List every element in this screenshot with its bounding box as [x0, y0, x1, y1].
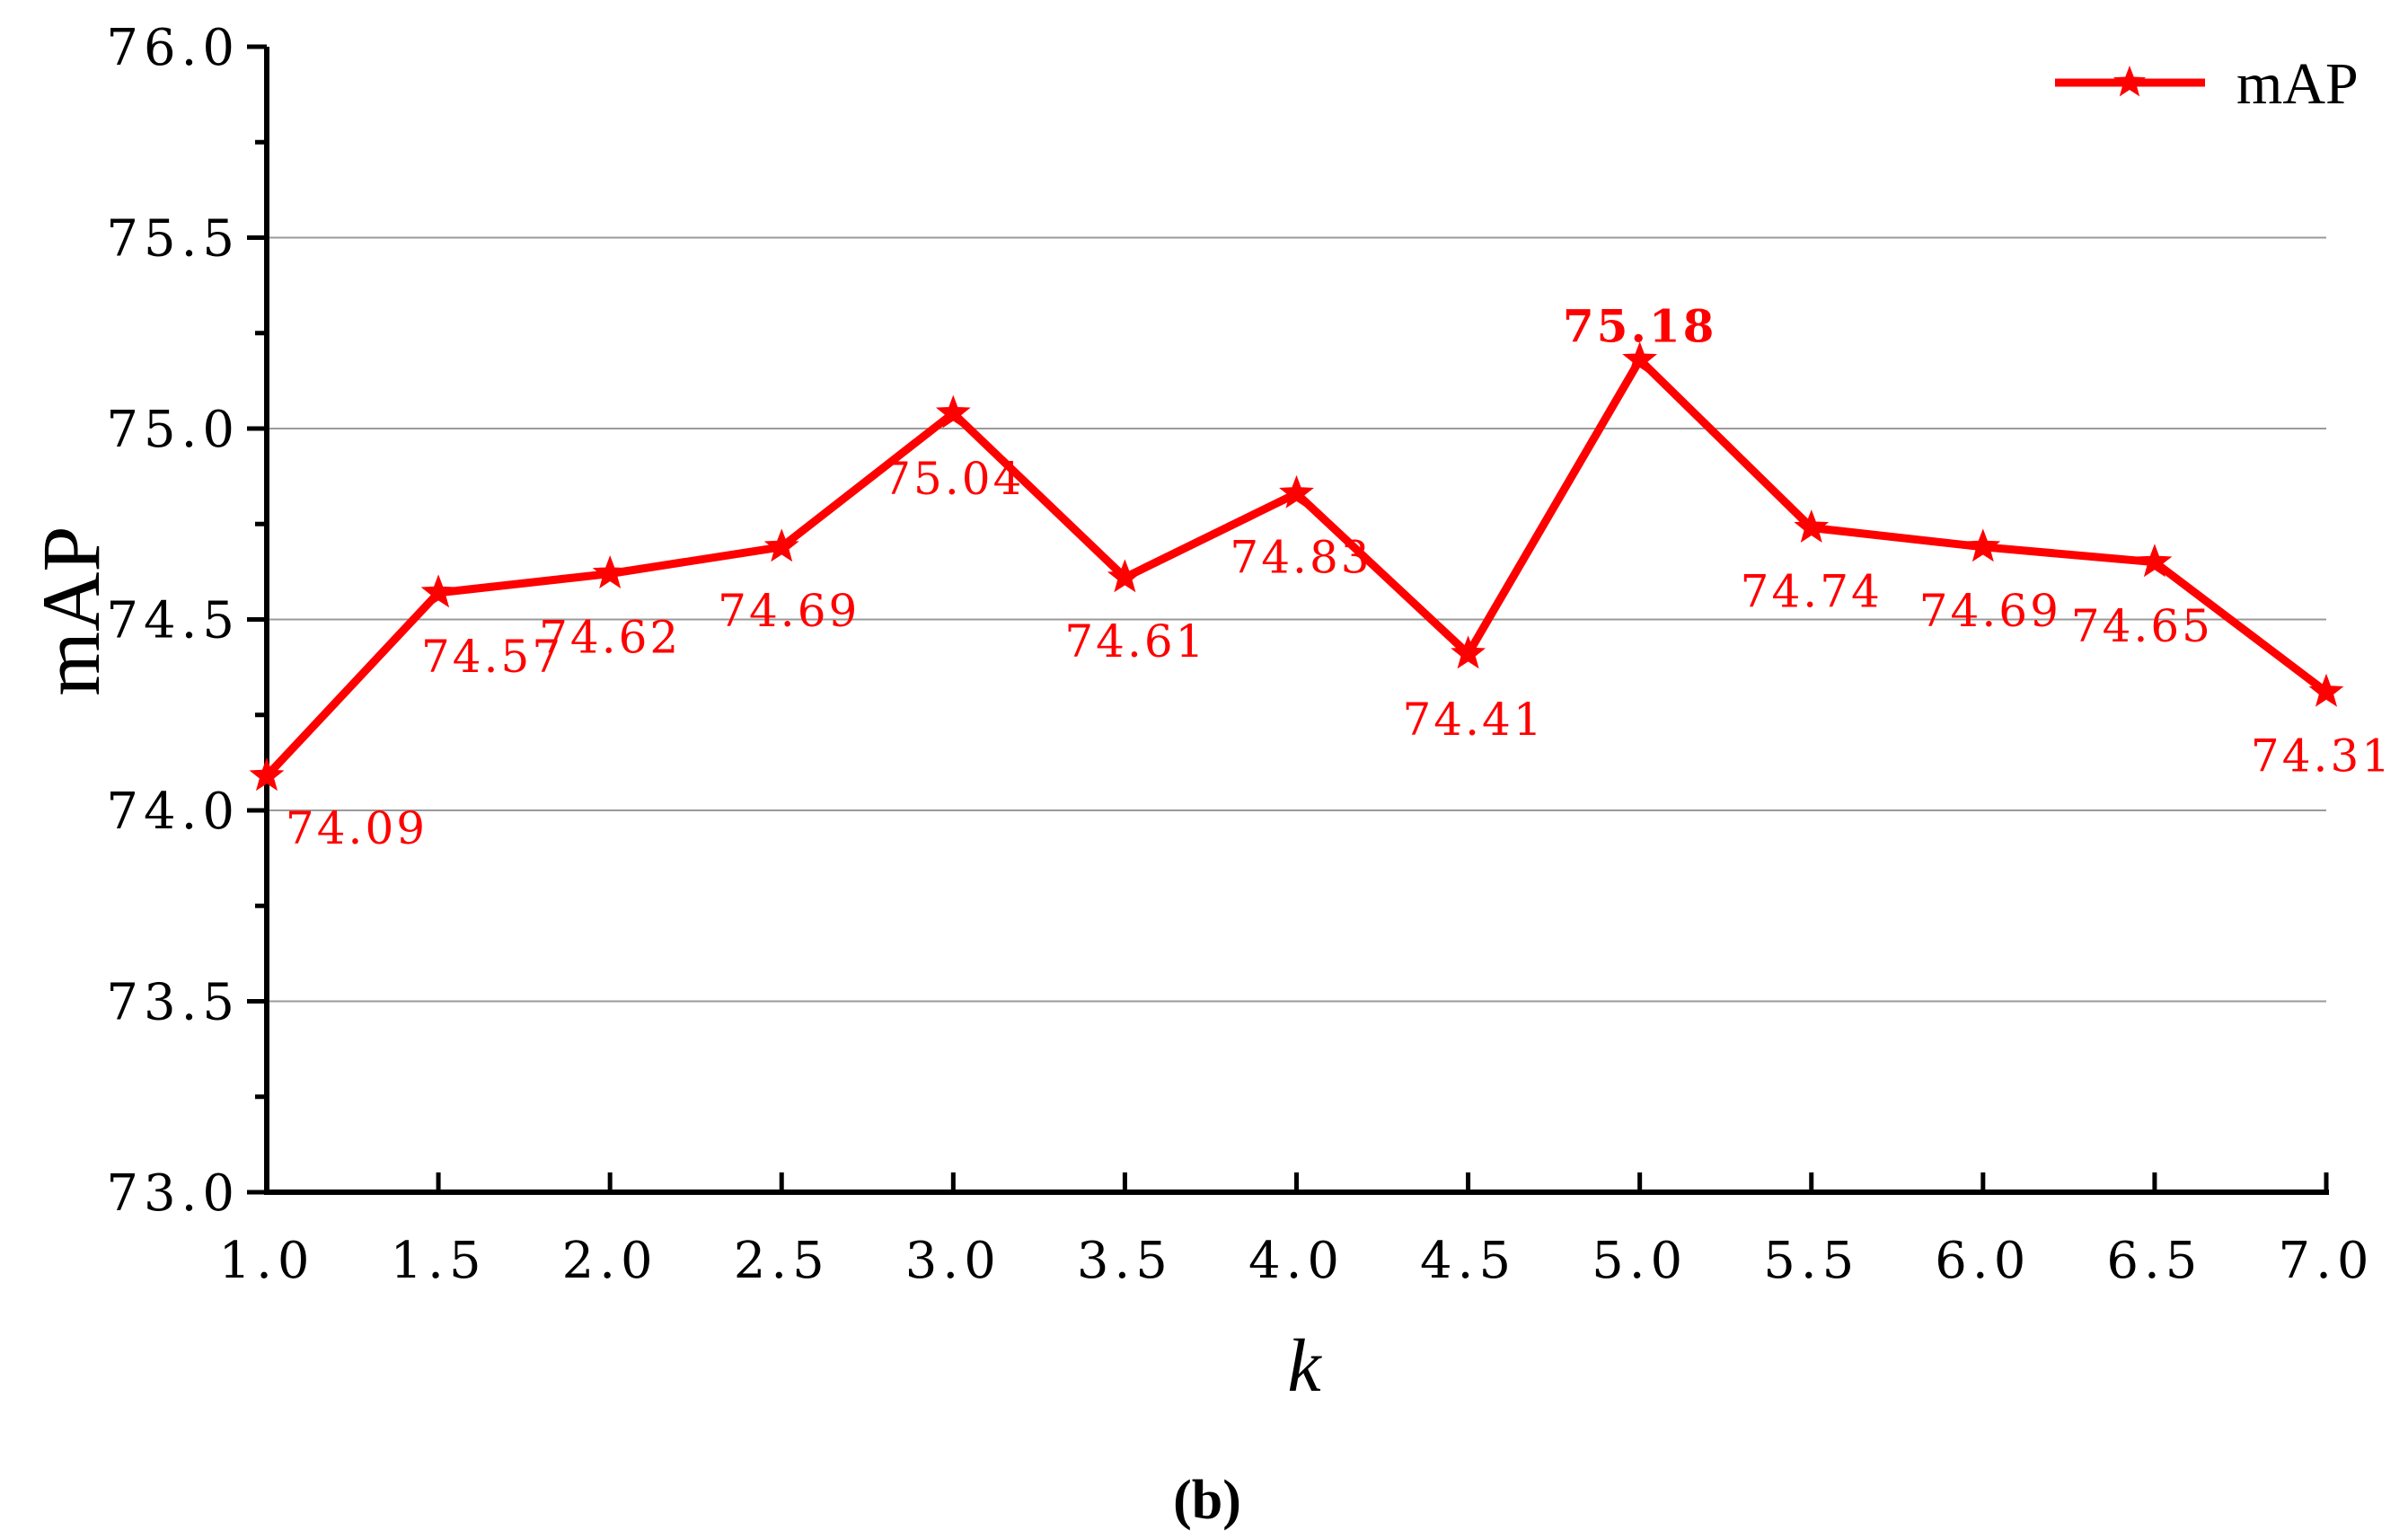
data-point-star-4: [935, 394, 971, 429]
data-label-8: 75.18: [1563, 300, 1717, 353]
x-tick-label-11: 6.5: [2106, 1232, 2202, 1290]
x-tick-label-6: 4.0: [1248, 1232, 1345, 1290]
figure-caption: (b): [1173, 1470, 1241, 1531]
data-point-star-1: [420, 574, 456, 608]
data-label-11: 74.65: [2071, 600, 2213, 652]
data-point-star-0: [249, 757, 285, 792]
x-tick-label-0: 1.0: [218, 1232, 314, 1290]
axes: 73.073.574.074.575.075.576.01.0 1.5 2.0 2.5…: [106, 19, 2374, 1290]
x-tick-label-8: 5.0: [1592, 1232, 1688, 1290]
x-tick-label-10: 6.0: [1935, 1232, 2031, 1290]
data-point-star-11: [2137, 544, 2173, 578]
x-tick-label-12: 7.0: [2278, 1232, 2374, 1290]
x-tick-label-9: 5.5: [1763, 1232, 1859, 1290]
data-point-star-6: [1279, 474, 1314, 509]
data-point-star-10: [1965, 528, 2001, 562]
legend-label: mAP: [2236, 51, 2359, 117]
y-tick-label-1: 73.5: [106, 974, 240, 1032]
data-label-0: 74.09: [286, 802, 428, 854]
data-label-12: 74.31: [2251, 730, 2393, 782]
y-axis-title: mAP: [25, 526, 117, 695]
data-point-star-7: [1451, 635, 1486, 669]
data-point-star-5: [1107, 559, 1142, 593]
data-label-3: 74.69: [718, 585, 860, 637]
x-tick-label-4: 3.0: [905, 1232, 1001, 1290]
series-map: [249, 341, 2344, 792]
x-tick-label-1: 1.5: [391, 1232, 487, 1290]
y-tick-label-2: 74.0: [106, 783, 240, 841]
data-label-6: 74.83: [1230, 531, 1372, 583]
x-tick-label-5: 3.5: [1077, 1232, 1173, 1290]
data-label-4: 75.04: [882, 453, 1024, 505]
y-tick-label-5: 75.5: [106, 210, 240, 269]
data-point-star-8: [1622, 341, 1658, 376]
data-point-star-3: [763, 528, 799, 562]
legend: mAP: [2055, 51, 2359, 117]
data-label-5: 74.61: [1064, 615, 1206, 668]
data-point-star-2: [592, 555, 628, 589]
y-tick-label-0: 73.0: [106, 1164, 240, 1223]
data-label-7: 74.41: [1403, 694, 1545, 746]
x-tick-label-2: 2.0: [562, 1232, 658, 1290]
data-label-1: 74.57: [421, 631, 563, 683]
x-tick-label-3: 2.5: [734, 1232, 830, 1290]
data-label-2: 74.62: [539, 612, 681, 664]
y-tick-label-6: 76.0: [106, 19, 240, 77]
y-tick-label-4: 75.0: [106, 401, 240, 459]
data-point-star-12: [2308, 673, 2344, 707]
legend-star-icon: [2113, 66, 2147, 97]
x-axis-title: k: [1287, 1324, 1322, 1408]
data-label-10: 74.69: [1919, 585, 2061, 637]
x-tick-label-7: 4.5: [1420, 1232, 1516, 1290]
data-label-9: 74.74: [1741, 566, 1883, 618]
y-tick-label-3: 74.5: [106, 592, 240, 650]
data-point-star-9: [1794, 509, 1830, 544]
gridlines: [267, 236, 2326, 1003]
